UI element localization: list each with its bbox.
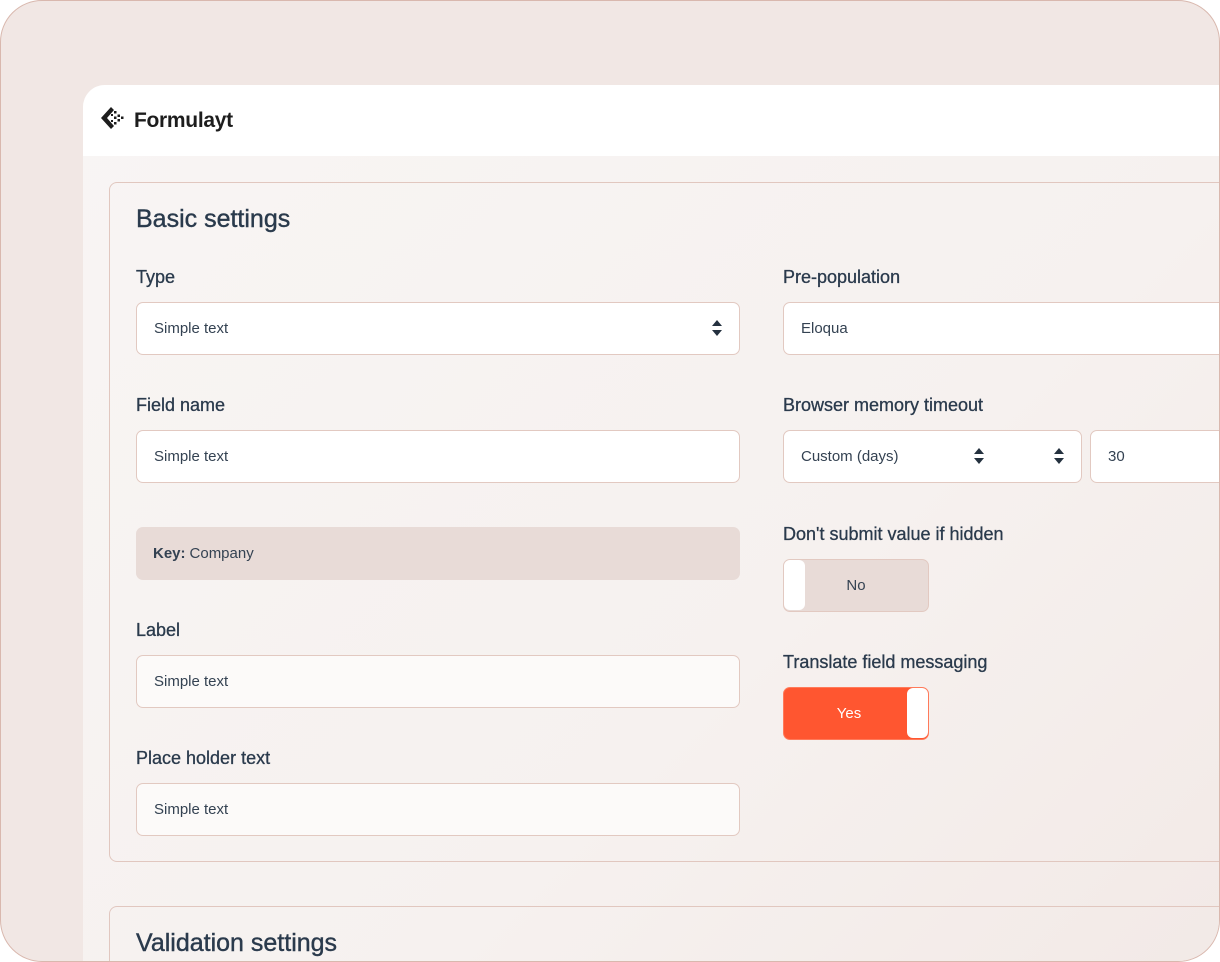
field-name-input[interactable]: Simple text: [136, 430, 740, 483]
type-select[interactable]: Simple text: [136, 302, 740, 355]
toggle-value: Yes: [836, 705, 862, 722]
label-value: Simple text: [154, 673, 229, 690]
toggle-knob: [907, 688, 928, 738]
pre-population-label: Pre-population: [783, 267, 901, 287]
dont-submit-hidden-label: Don't submit value if hidden: [783, 524, 1004, 544]
sort-arrows-icon: [1054, 448, 1064, 464]
field-name-label: Field name: [136, 395, 226, 415]
basic-settings-card: Basic settings Type Simple text Field na…: [109, 182, 1219, 862]
translate-messaging-label: Translate field messaging: [783, 652, 988, 672]
section-title: Basic settings: [136, 205, 291, 233]
toggle-value: No: [846, 577, 866, 594]
type-value: Simple text: [154, 320, 229, 337]
pre-population-select[interactable]: Eloqua: [783, 302, 1219, 355]
field-name-value: Simple text: [154, 448, 229, 465]
app-name: Formulayt: [134, 108, 233, 132]
key-display: Key: Company: [136, 527, 740, 580]
header: Formulayt: [83, 85, 1219, 156]
timeout-value-input[interactable]: 30: [1090, 430, 1219, 483]
timeout-unit-value: Custom (days): [801, 448, 899, 465]
placeholder-input[interactable]: Simple text: [136, 783, 740, 836]
dont-submit-hidden-toggle[interactable]: No: [783, 559, 929, 612]
timeout-unit-select[interactable]: Custom (days): [783, 430, 1082, 483]
translate-messaging-toggle[interactable]: Yes: [783, 687, 929, 740]
key-label: Key:: [153, 545, 186, 562]
validation-settings-card: Validation settings: [109, 906, 1219, 961]
label-input[interactable]: Simple text: [136, 655, 740, 708]
section-title: Validation settings: [136, 929, 338, 957]
timeout-value: 30: [1108, 448, 1125, 465]
label-label: Label: [136, 620, 181, 640]
sort-arrows-icon: [974, 448, 984, 464]
key-value: Company: [189, 545, 254, 562]
placeholder-label: Place holder text: [136, 748, 271, 768]
placeholder-value: Simple text: [154, 801, 229, 818]
toggle-knob: [784, 560, 805, 610]
app-window: Formulayt Basic settings Type Simple tex…: [83, 85, 1219, 961]
browser-memory-timeout-label: Browser memory timeout: [783, 395, 984, 415]
pre-population-value: Eloqua: [801, 320, 848, 337]
sort-arrows-icon: [712, 320, 722, 336]
type-label: Type: [136, 267, 176, 287]
formulayt-logo-icon: [100, 105, 126, 136]
